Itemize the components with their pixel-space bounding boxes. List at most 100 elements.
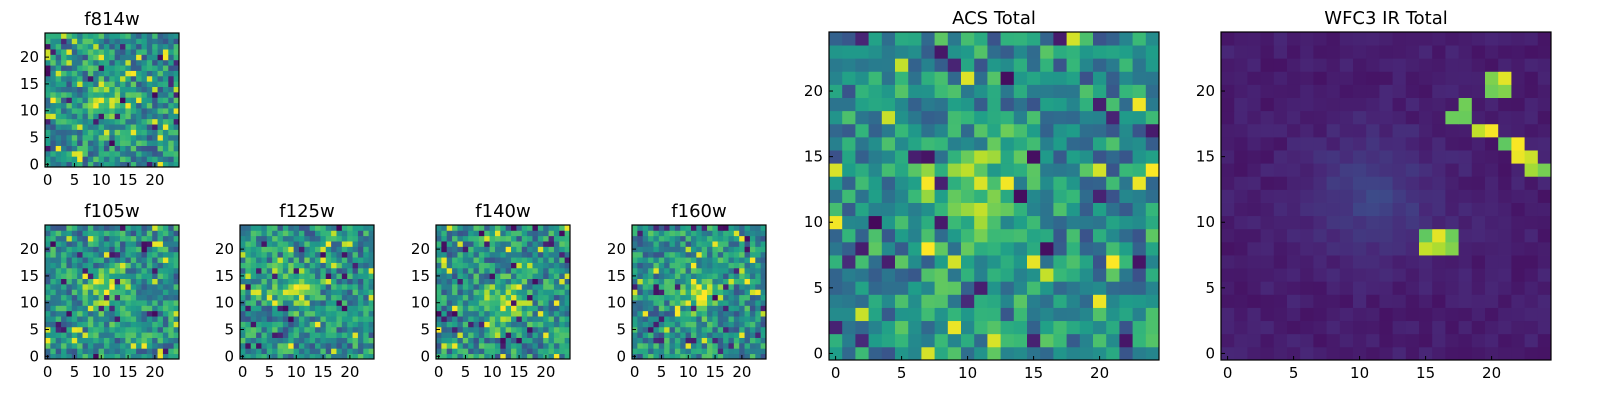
heatmap-cell [245,289,252,296]
heatmap-cell [457,241,464,247]
heatmap-cell [1419,123,1433,138]
heatmap-cell [1485,346,1499,361]
heatmap-cell [648,300,654,306]
heatmap-cell [760,321,767,328]
heatmap-cell [728,278,735,285]
heatmap-cell [368,278,375,285]
heatmap-cell [1353,241,1367,256]
heatmap-cell [98,342,105,349]
y-tick-label: 5 [29,129,39,147]
heatmap-cell [1093,176,1107,190]
heatmap-cell [1524,320,1539,335]
heatmap-cell [120,310,126,317]
heatmap-cell [272,278,278,285]
heatmap-cell [98,129,105,136]
heatmap-cell [478,241,485,247]
heatmap-cell [642,348,649,355]
heatmap-cell [696,316,703,322]
heatmap-cell [77,129,83,136]
heatmap-cell [125,113,132,120]
heatmap-cell [1405,268,1420,282]
heatmap-cell [1458,202,1473,217]
heatmap-cell [130,59,137,66]
heatmap-cell [974,346,988,361]
heatmap-cell [168,118,175,125]
heatmap-cell [1405,136,1420,151]
heatmap-cell [511,326,517,333]
heatmap-cell [1432,228,1446,243]
heatmap-cell [93,321,99,328]
heatmap-cell [881,32,896,46]
heatmap-cell [457,273,464,279]
heatmap-cell [1471,58,1486,72]
heatmap-cell [82,337,89,344]
heatmap-cell [637,273,644,279]
heatmap-cell [543,310,549,317]
heatmap-cell [516,316,523,322]
heatmap-cell [674,300,681,306]
heatmap-cell [934,150,949,164]
heatmap-cell [1379,71,1393,85]
heatmap-cell [934,346,949,361]
heatmap-cell [505,278,512,285]
heatmap-cell [1511,123,1525,138]
heatmap-cell [516,321,523,328]
heatmap-cell [1326,333,1341,348]
heatmap-cell [130,316,137,322]
heatmap-cell [368,316,375,322]
heatmap-cell [446,321,453,328]
heatmap-cell [141,262,148,269]
heatmap-cell [511,294,517,301]
heatmap-cell [45,267,51,274]
heatmap-cell [1379,136,1393,151]
heatmap-cell [755,300,762,306]
heatmap-cell [1247,202,1261,217]
heatmap-cell [1353,176,1367,190]
heatmap-cell [357,332,364,338]
heatmap-cell [829,136,843,151]
heatmap-cell [152,326,158,333]
heatmap-cell [130,124,137,130]
heatmap-cell [1498,84,1512,98]
heatmap-cell [707,294,713,301]
heatmap-cell [157,225,164,231]
heatmap-cell [712,321,719,328]
heatmap-cell [1000,320,1015,335]
heatmap-cell [881,294,896,308]
heatmap-cell [82,108,89,114]
heatmap-cell [341,230,348,237]
y-tick-label: 5 [1205,279,1215,297]
heatmap-cell [87,300,94,306]
heatmap-cell [537,321,544,328]
heatmap-cell [908,241,922,256]
heatmap-cell [45,289,51,296]
heatmap-cell [707,348,713,355]
heatmap-cell [680,348,686,355]
heatmap-cell [331,294,337,301]
heatmap-cell [1079,307,1094,322]
heatmap-cell [733,321,740,328]
heatmap-cell [908,255,922,269]
heatmap-cell [1405,163,1420,177]
heatmap-cell [109,230,116,237]
heatmap-cell [473,353,480,360]
heatmap-cell [728,241,735,247]
heatmap-cell [521,225,528,231]
heatmap-cell [298,342,305,349]
heatmap-cell [82,81,89,87]
heatmap-cell [114,145,121,152]
heatmap-cell [71,321,78,328]
heatmap-cell [441,262,448,269]
heatmap-cell [141,113,148,120]
heatmap-cells [240,225,375,360]
heatmap-cell [93,124,99,130]
heatmap-cell [98,257,105,263]
heatmap-cell [712,283,719,290]
heatmap-cell [494,310,501,317]
heatmap-cell [739,225,745,231]
heatmap-cell [368,267,375,274]
heatmap-cell [173,294,180,301]
heatmap-cell [1260,241,1275,256]
heatmap-cell [674,262,681,269]
